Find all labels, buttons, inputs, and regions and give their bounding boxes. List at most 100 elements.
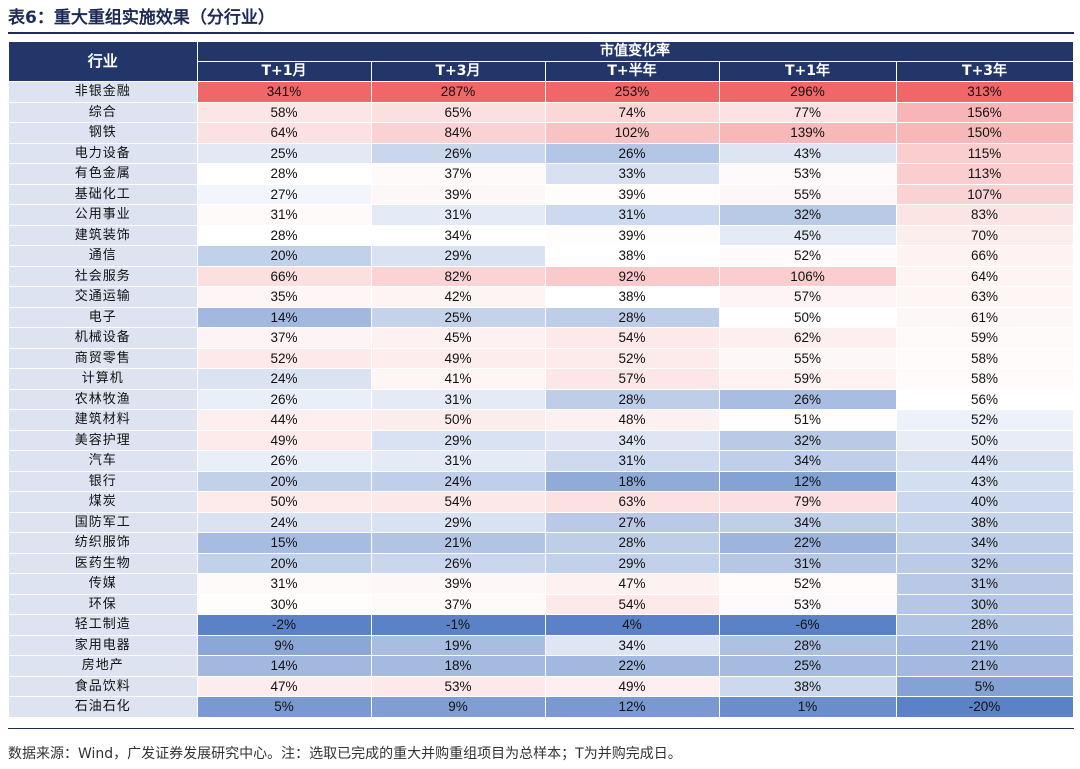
value-cell: 31% (545, 450, 720, 472)
value-cell: 39% (371, 184, 546, 205)
value-cell: 106% (719, 266, 897, 287)
value-cell: 50% (197, 491, 372, 513)
value-cell: 20% (197, 471, 372, 492)
industry-cell: 商贸零售 (9, 348, 198, 369)
table-row: 电子 14% 25% 28% 50% 61% (9, 307, 1074, 328)
table-row: 医药生物 20% 26% 29% 31% 32% (9, 553, 1074, 574)
value-cell: 63% (545, 491, 720, 513)
value-cell: 52% (719, 245, 897, 267)
value-cell: 49% (197, 430, 372, 451)
value-cell: 20% (197, 245, 372, 267)
table-row: 综合 58% 65% 74% 77% 156% (9, 102, 1074, 123)
value-cell: 30% (197, 594, 372, 615)
value-cell: 26% (197, 450, 372, 472)
value-cell: 38% (896, 512, 1074, 533)
value-cell: 35% (197, 286, 372, 308)
value-cell: 28% (719, 635, 897, 656)
industry-cell: 有色金属 (9, 163, 198, 185)
industry-cell: 机械设备 (9, 327, 198, 349)
industry-cell: 交通运输 (9, 286, 198, 308)
value-cell: 20% (197, 553, 372, 574)
table-row: 银行 20% 24% 18% 12% 43% (9, 471, 1074, 492)
value-cell: 139% (719, 122, 897, 144)
value-cell: 31% (197, 573, 372, 595)
value-cell: 27% (197, 184, 372, 205)
value-cell: 113% (896, 163, 1074, 185)
value-cell: 50% (896, 430, 1074, 451)
value-cell: 39% (371, 573, 546, 595)
value-cell: 38% (545, 245, 720, 267)
table-row: 通信 20% 29% 38% 52% 66% (9, 245, 1074, 267)
value-cell: 55% (719, 348, 897, 369)
value-cell: 28% (197, 225, 372, 246)
value-cell: 49% (371, 348, 546, 369)
industry-cell: 轻工制造 (9, 614, 198, 636)
value-cell: 29% (371, 430, 546, 451)
industry-cell: 社会服务 (9, 266, 198, 287)
value-cell: 31% (371, 204, 546, 226)
value-cell: 49% (545, 676, 720, 697)
value-cell: 43% (719, 143, 897, 164)
value-cell: 48% (545, 409, 720, 431)
value-cell: 150% (896, 122, 1074, 144)
value-cell: 52% (197, 348, 372, 369)
value-cell: 26% (371, 553, 546, 574)
industry-cell: 房地产 (9, 655, 198, 677)
table-row: 煤炭 50% 54% 63% 79% 40% (9, 491, 1074, 513)
value-cell: 1% (719, 696, 897, 718)
value-cell: -1% (371, 614, 546, 636)
table-row: 交通运输 35% 42% 38% 57% 63% (9, 286, 1074, 308)
value-cell: 52% (719, 573, 897, 595)
value-cell: 25% (197, 143, 372, 164)
value-cell: 57% (545, 368, 720, 390)
value-cell: 25% (371, 307, 546, 328)
value-cell: 38% (545, 286, 720, 308)
bottom-divider (8, 728, 1074, 729)
value-cell: 313% (896, 81, 1074, 103)
value-cell: 33% (545, 163, 720, 185)
table-row: 传媒 31% 39% 47% 52% 31% (9, 573, 1074, 595)
industry-cell: 通信 (9, 245, 198, 267)
table-row: 建筑材料 44% 50% 48% 51% 52% (9, 409, 1074, 431)
table-row: 石油石化 5% 9% 12% 1% -20% (9, 696, 1074, 718)
table-title: 表6：重大重组实施效果（分行业） (8, 8, 275, 28)
table-row: 农林牧渔 26% 31% 28% 26% 56% (9, 389, 1074, 410)
value-cell: 59% (719, 368, 897, 390)
value-cell: 28% (896, 614, 1074, 636)
table-row: 有色金属 28% 37% 33% 53% 113% (9, 163, 1074, 185)
value-cell: 59% (896, 327, 1074, 349)
value-cell: 34% (545, 430, 720, 451)
period-header-row: T+1月 T+3月 T+半年 T+1年 T+3年 (9, 61, 1074, 82)
value-cell: 5% (197, 696, 372, 718)
value-cell: 41% (371, 368, 546, 390)
value-cell: 52% (896, 409, 1074, 431)
value-cell: 64% (896, 266, 1074, 287)
value-cell: 92% (545, 266, 720, 287)
value-cell: 58% (896, 368, 1074, 390)
value-cell: 26% (545, 143, 720, 164)
title-divider (8, 32, 1074, 34)
value-cell: 287% (371, 81, 546, 103)
industry-cell: 家用电器 (9, 635, 198, 656)
value-cell: 44% (896, 450, 1074, 472)
value-cell: 26% (719, 389, 897, 410)
value-cell: 28% (545, 389, 720, 410)
value-cell: 4% (545, 614, 720, 636)
value-cell: 53% (719, 163, 897, 185)
value-cell: 53% (371, 676, 546, 697)
table-row: 非银金融 341% 287% 253% 296% 313% (9, 81, 1074, 103)
value-cell: 53% (719, 594, 897, 615)
value-cell: 18% (545, 471, 720, 492)
value-cell: 21% (371, 532, 546, 554)
value-cell: 58% (896, 348, 1074, 369)
industry-cell: 美容护理 (9, 430, 198, 451)
value-cell: 57% (719, 286, 897, 308)
value-cell: 34% (719, 450, 897, 472)
value-cell: 34% (896, 532, 1074, 554)
table-row: 社会服务 66% 82% 92% 106% 64% (9, 266, 1074, 287)
value-cell: 38% (719, 676, 897, 697)
value-cell: 52% (545, 348, 720, 369)
value-cell: 31% (896, 573, 1074, 595)
value-cell: 44% (197, 409, 372, 431)
table-body: 非银金融 341% 287% 253% 296% 313% 综合 58% 65% 74% 77% 15… (9, 81, 1074, 718)
